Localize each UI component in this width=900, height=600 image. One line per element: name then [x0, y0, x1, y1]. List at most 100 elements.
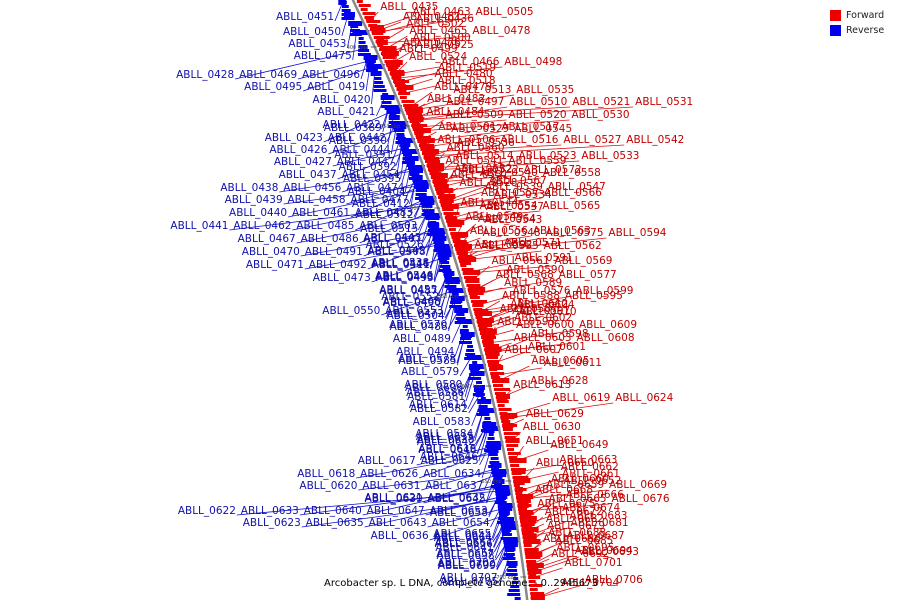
reverse-gene-label[interactable]: ABLL_0637	[425, 480, 483, 492]
forward-gene-label[interactable]: ABLL_0524	[409, 51, 467, 63]
forward-gene-label[interactable]: ABLL_0481	[403, 11, 461, 23]
forward-gene-label[interactable]: ABLL_0482	[427, 93, 485, 105]
forward-gene-label[interactable]: ABLL_0589	[504, 277, 562, 289]
forward-gene-label[interactable]: ABLL_0576	[512, 285, 570, 297]
forward-gene-label[interactable]: ABLL_0479	[434, 81, 492, 93]
forward-gene-label[interactable]: ABLL_0686	[543, 533, 601, 545]
forward-gene-label[interactable]: ABLL_0706	[585, 574, 643, 586]
reverse-gene-label[interactable]: ABLL_0581	[407, 391, 465, 403]
forward-gene-label[interactable]: ABLL_0605	[531, 355, 589, 367]
forward-gene-label[interactable]: ABLL_0554	[479, 200, 537, 212]
forward-gene-label[interactable]: ABLL_0543	[484, 214, 542, 226]
reverse-gene-label[interactable]: ABLL_0616	[418, 443, 476, 455]
reverse-gene-label[interactable]: ABLL_0472	[386, 308, 444, 320]
reverse-gene-label[interactable]: ABLL_0443	[363, 232, 421, 244]
reverse-gene-label[interactable]: ABLL_0614	[409, 399, 467, 411]
forward-gene-label[interactable]: ABLL_0499	[400, 43, 458, 55]
forward-gene-label[interactable]: ABLL_0556	[470, 225, 528, 237]
reverse-gene-label[interactable]: ABLL_0473	[313, 272, 371, 284]
forward-gene-label[interactable]: ABLL_0652	[563, 475, 621, 487]
reverse-gene-label[interactable]: ABLL_0493	[376, 272, 434, 284]
reverse-gene-label[interactable]: ABLL_0450	[283, 26, 341, 38]
reverse-gene-label[interactable]: ABLL_0489	[393, 333, 451, 345]
forward-gene-label[interactable]: ABLL_0497	[446, 96, 504, 108]
reverse-gene-label[interactable]: ABLL_0698	[437, 550, 495, 562]
reverse-gene-label[interactable]: ABLL_0511	[372, 259, 430, 271]
reverse-gene-label[interactable]: ABLL_0469	[239, 69, 297, 81]
forward-gene-label[interactable]: ABLL_0566	[544, 187, 602, 199]
reverse-gene-label[interactable]: ABLL_0658	[430, 507, 488, 519]
forward-gene-label[interactable]: ABLL_0478	[472, 25, 530, 37]
forward-gene-label[interactable]: ABLL_0557	[481, 187, 539, 199]
reverse-gene-label[interactable]: ABLL_0456	[283, 182, 341, 194]
forward-gene-label[interactable]: ABLL_0528	[459, 177, 517, 189]
reverse-gene-label[interactable]: ABLL_0454	[342, 169, 400, 181]
reverse-gene-label[interactable]: ABLL_0618	[297, 468, 355, 480]
forward-gene-label[interactable]: ABLL_0672	[545, 506, 603, 518]
forward-gene-label[interactable]: ABLL_0436	[416, 13, 474, 25]
forward-gene-label[interactable]: ABLL_0537	[486, 201, 544, 213]
forward-gene-label[interactable]: ABLL_0518	[438, 75, 496, 87]
forward-gene-label[interactable]: ABLL_0597	[512, 305, 570, 317]
forward-gene-label[interactable]: ABLL_0602	[514, 312, 572, 324]
forward-gene-label[interactable]: ABLL_0516	[500, 134, 558, 146]
reverse-gene-label[interactable]: ABLL_0504	[387, 310, 445, 322]
forward-gene-label[interactable]: ABLL_0603	[514, 332, 572, 344]
forward-gene-label[interactable]: ABLL_0599	[575, 285, 633, 297]
reverse-gene-label[interactable]: ABLL_0636	[371, 530, 429, 542]
reverse-gene-label[interactable]: ABLL_0578	[398, 353, 456, 365]
forward-gene-label[interactable]: ABLL_0565	[542, 200, 600, 212]
forward-gene-label[interactable]: ABLL_0549	[465, 211, 523, 223]
forward-gene-label[interactable]: ABLL_0476	[403, 37, 461, 49]
forward-gene-label[interactable]: ABLL_0682	[546, 513, 604, 525]
reverse-gene-label[interactable]: ABLL_0442	[328, 132, 386, 144]
reverse-gene-label[interactable]: ABLL_0412	[352, 198, 410, 210]
forward-gene-label[interactable]: ABLL_0628	[530, 375, 588, 387]
forward-gene-label[interactable]: ABLL_0519	[438, 62, 496, 74]
forward-gene-label[interactable]: ABLL_0544	[460, 197, 518, 209]
reverse-gene-label[interactable]: ABLL_0508	[368, 246, 426, 258]
reverse-gene-label[interactable]: ABLL_0440	[229, 207, 287, 219]
forward-gene-label[interactable]: ABLL_0607	[505, 344, 563, 356]
reverse-gene-label[interactable]: ABLL_0553	[385, 305, 443, 317]
reverse-gene-label[interactable]: ABLL_0606	[405, 382, 463, 394]
reverse-gene-label[interactable]: ABLL_0615	[416, 431, 474, 443]
reverse-gene-label[interactable]: ABLL_0496	[302, 69, 360, 81]
reverse-gene-label[interactable]: ABLL_0625	[421, 455, 479, 467]
reverse-gene-label[interactable]: ABLL_0487	[380, 285, 438, 297]
forward-gene-label[interactable]: ABLL_0520	[509, 109, 567, 121]
forward-gene-label[interactable]: ABLL_0562	[544, 240, 602, 252]
reverse-gene-label[interactable]: ABLL_0428	[176, 69, 234, 81]
reverse-gene-label[interactable]: ABLL_0638	[416, 434, 474, 446]
reverse-gene-label[interactable]: ABLL_0427	[274, 156, 332, 168]
forward-gene-label[interactable]: ABLL_0604	[516, 299, 574, 311]
reverse-gene-label[interactable]: ABLL_0579	[401, 366, 459, 378]
reverse-gene-label[interactable]: ABLL_0474	[346, 182, 404, 194]
forward-gene-label[interactable]: ABLL_0601	[528, 341, 586, 353]
forward-gene-label[interactable]: ABLL_0500	[413, 32, 471, 44]
reverse-gene-label[interactable]: ABLL_0552	[381, 291, 439, 303]
forward-gene-label[interactable]: ABLL_0675	[537, 498, 595, 510]
reverse-gene-label[interactable]: ABLL_0700	[438, 559, 496, 571]
reverse-gene-label[interactable]: ABLL_0645	[428, 493, 486, 505]
forward-gene-label[interactable]: ABLL_0681	[571, 517, 629, 529]
reverse-gene-label[interactable]: ABLL_0699	[438, 560, 496, 572]
reverse-gene-label[interactable]: ABLL_0620	[299, 480, 357, 492]
forward-gene-label[interactable]: ABLL_0535	[516, 84, 574, 96]
forward-gene-label[interactable]: ABLL_0523	[518, 150, 576, 162]
reverse-gene-label[interactable]: ABLL_0477	[350, 194, 408, 206]
reverse-gene-label[interactable]: ABLL_0421	[317, 106, 375, 118]
forward-gene-label[interactable]: ABLL_0669	[609, 479, 667, 491]
forward-gene-label[interactable]: ABLL_0560	[446, 142, 504, 154]
forward-gene-label[interactable]: ABLL_0676	[611, 493, 669, 505]
reverse-gene-label[interactable]: ABLL_0640	[304, 505, 362, 517]
reverse-gene-label[interactable]: ABLL_0643	[369, 517, 427, 529]
forward-gene-label[interactable]: ABLL_0593	[497, 316, 555, 328]
reverse-gene-label[interactable]: ABLL_0503	[359, 220, 417, 232]
forward-gene-label[interactable]: ABLL_0547	[548, 181, 606, 193]
reverse-gene-label[interactable]: ABLL_0448	[375, 271, 433, 283]
forward-gene-label[interactable]: ABLL_0613	[513, 379, 571, 391]
forward-gene-label[interactable]: ABLL_0435	[380, 1, 438, 13]
forward-gene-label[interactable]: ABLL_0506	[437, 134, 495, 146]
